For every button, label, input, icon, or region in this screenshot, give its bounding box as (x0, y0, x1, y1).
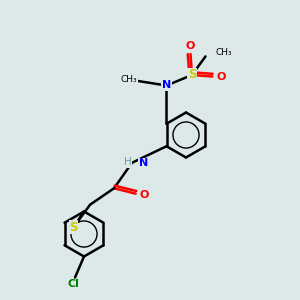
Text: CH₃: CH₃ (215, 48, 232, 57)
Text: S: S (188, 68, 196, 82)
Text: O: O (139, 190, 149, 200)
Text: Cl: Cl (68, 279, 80, 289)
Text: H: H (124, 157, 131, 167)
Text: N: N (139, 158, 148, 168)
Text: S: S (69, 221, 78, 234)
Text: O: O (216, 71, 226, 82)
Text: N: N (162, 80, 171, 91)
Text: O: O (186, 40, 195, 51)
Text: CH₃: CH₃ (121, 75, 137, 84)
